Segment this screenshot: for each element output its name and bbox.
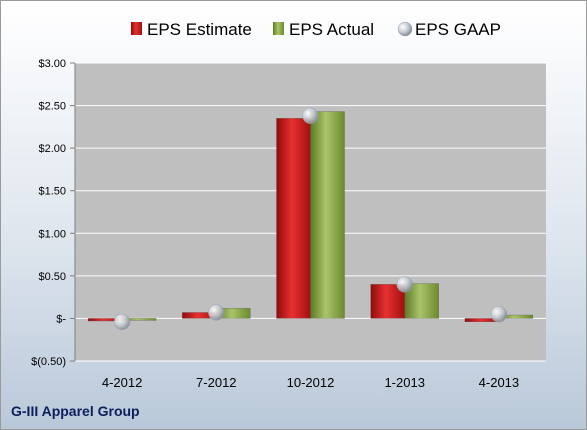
bars bbox=[87, 107, 534, 331]
y-tick-label: $- bbox=[56, 313, 66, 325]
marker-eps-gaap bbox=[208, 304, 225, 321]
x-tick-label: 4-2013 bbox=[479, 375, 519, 390]
marker-eps-gaap bbox=[302, 107, 319, 125]
x-tick-label: 7-2012 bbox=[196, 375, 236, 390]
marker-eps-gaap bbox=[396, 276, 413, 293]
x-tick-label: 10-2012 bbox=[287, 375, 335, 390]
legend-swatch bbox=[131, 22, 142, 35]
y-tick-label: $0.50 bbox=[38, 271, 66, 283]
y-tick-label: $(0.50) bbox=[31, 356, 66, 368]
company-label: G-III Apparel Group bbox=[11, 403, 140, 419]
marker-eps-gaap bbox=[490, 305, 508, 323]
legend-swatch bbox=[273, 22, 284, 35]
x-tick-label: 4-2012 bbox=[102, 375, 142, 390]
x-axis: 4-2012 7-2012 10-2012 1-2013 4-2013 bbox=[102, 375, 519, 390]
y-tick-label: $2.00 bbox=[38, 143, 66, 155]
y-tick-label: $1.00 bbox=[38, 228, 66, 240]
y-axis: $(0.50) $- $0.50 $1.00 $1.50 $2.00 $2.50 $3.00 bbox=[31, 58, 76, 368]
legend-label: EPS GAAP bbox=[415, 20, 501, 39]
y-tick-label: $2.50 bbox=[38, 101, 66, 113]
bar-eps-estimate bbox=[276, 118, 311, 319]
legend-label: EPS Estimate bbox=[147, 20, 252, 39]
x-tick-label: 1-2013 bbox=[384, 375, 424, 390]
y-tick-label: $3.00 bbox=[38, 58, 66, 70]
bar-eps-actual bbox=[310, 111, 345, 319]
legend-label: EPS Actual bbox=[289, 20, 374, 39]
legend: EPS Estimate EPS Actual EPS GAAP bbox=[131, 20, 501, 39]
marker-eps-gaap bbox=[113, 313, 131, 331]
legend-swatch bbox=[397, 21, 413, 37]
y-tick-label: $1.50 bbox=[38, 186, 66, 198]
